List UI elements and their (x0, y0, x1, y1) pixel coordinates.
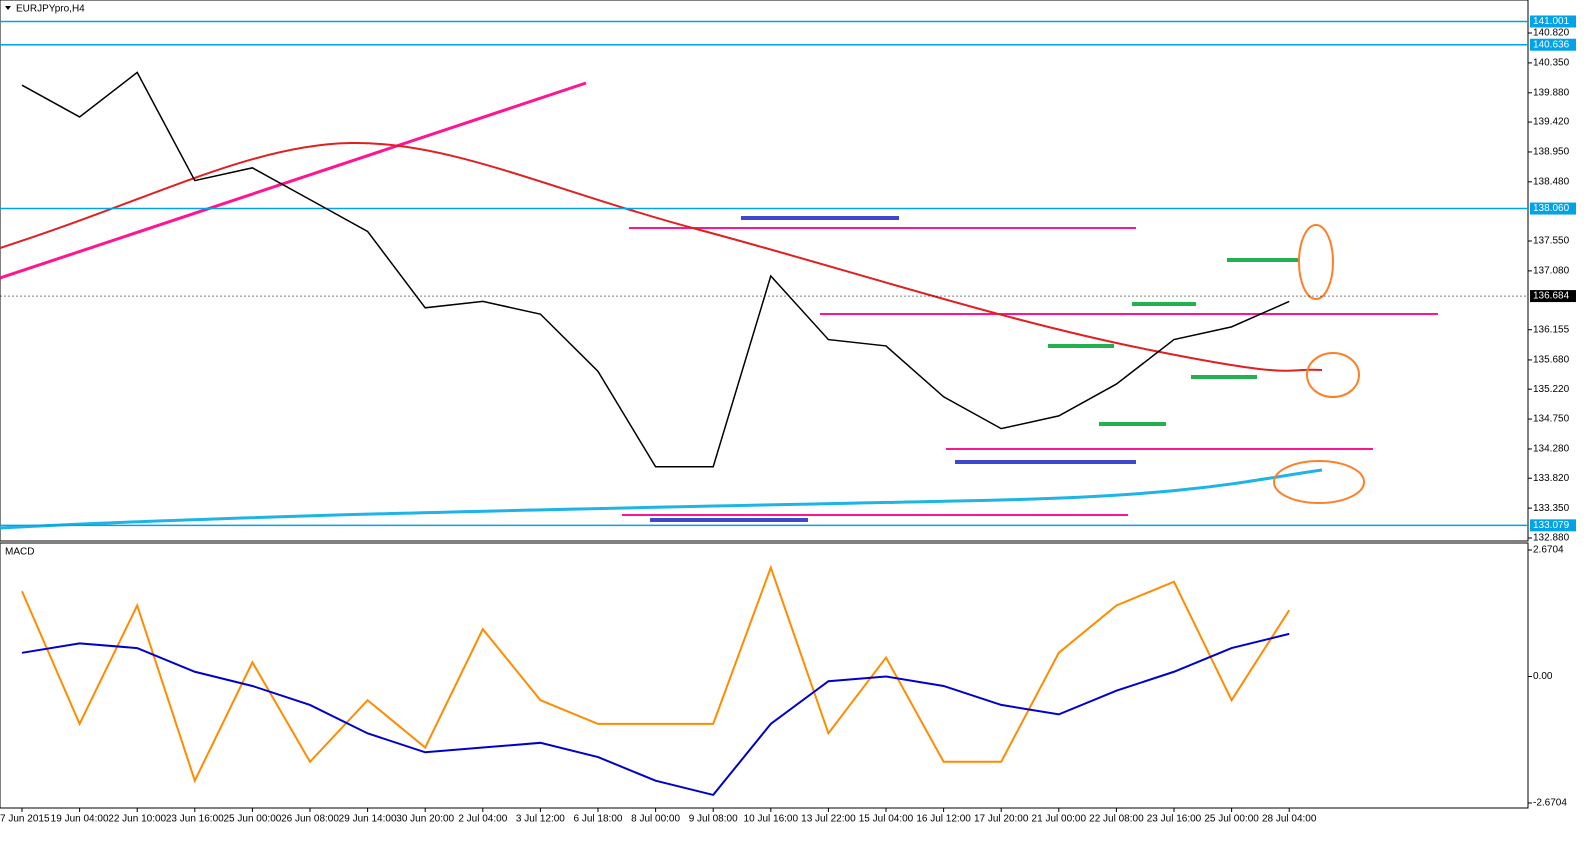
x-tick-label: 16 Jul 12:00 (916, 814, 971, 825)
menu-arrow[interactable] (5, 6, 11, 10)
y-tick-label: 140.820 (1533, 28, 1570, 39)
x-tick-label: 17 Jun 2015 (0, 814, 50, 825)
x-tick-label: 25 Jul 00:00 (1204, 814, 1259, 825)
x-tick-label: 22 Jul 08:00 (1089, 814, 1144, 825)
y-tick-label: 133.820 (1533, 473, 1570, 484)
price-tag-bg (1530, 38, 1576, 51)
y-tick-label: 137.550 (1533, 236, 1570, 247)
price-tag-bg (1530, 15, 1576, 28)
price-tag: 133.079 (1530, 519, 1576, 532)
x-tick-label: 28 Jul 04:00 (1262, 814, 1317, 825)
x-tick-label: 29 Jun 14:00 (339, 814, 397, 825)
y-tick-label: 139.420 (1533, 117, 1570, 128)
price-tag-label: 138.060 (1533, 203, 1570, 214)
x-tick-label: 30 Jun 20:00 (396, 814, 454, 825)
price-tag-bg (1530, 519, 1576, 532)
series-line (21, 564, 1291, 784)
y-tick-label: 135.680 (1533, 355, 1570, 366)
trend-line (0, 81, 587, 280)
y-tick-label: 2.6704 (1533, 545, 1564, 556)
moving-average (0, 141, 1323, 372)
price-tag-bg (1530, 202, 1576, 215)
price-tag: 138.060 (1530, 202, 1576, 215)
y-tick-label: 134.750 (1533, 414, 1570, 425)
highlight-circle (1306, 352, 1360, 398)
x-tick-label: 23 Jun 16:00 (166, 814, 224, 825)
x-tick-label: 13 Jul 22:00 (801, 814, 856, 825)
highlight-circle (1273, 460, 1365, 504)
x-tick-label: 6 Jul 18:00 (574, 814, 623, 825)
highlight-circle (1298, 224, 1334, 300)
x-tick-label: 22 Jun 10:00 (108, 814, 166, 825)
price-tag-label: 133.079 (1533, 520, 1570, 531)
y-tick-label: 139.880 (1533, 87, 1570, 98)
x-tick-label: 23 Jul 16:00 (1147, 814, 1202, 825)
y-tick-label: 132.880 (1533, 533, 1570, 544)
price-tag: 141.001 (1530, 15, 1576, 28)
price-tag-label: 141.001 (1533, 16, 1570, 27)
y-tick-label: 135.220 (1533, 384, 1570, 395)
x-tick-label: 10 Jul 16:00 (744, 814, 799, 825)
x-tick-label: 26 Jun 08:00 (281, 814, 339, 825)
y-tick-label: 140.350 (1533, 58, 1570, 69)
y-tick-label: 138.950 (1533, 147, 1570, 158)
y-tick-label: 0.00 (1533, 671, 1553, 682)
x-tick-label: 17 Jul 20:00 (974, 814, 1029, 825)
y-tick-label: 136.155 (1533, 324, 1570, 335)
x-tick-label: 25 Jun 00:00 (223, 814, 281, 825)
price-tag-label: 136.684 (1533, 291, 1570, 302)
chart-title: EURJPYpro,H4 (16, 4, 85, 15)
y-tick-label: -2.6704 (1533, 798, 1567, 809)
y-tick-label: 134.280 (1533, 444, 1570, 455)
x-tick-label: 3 Jul 12:00 (516, 814, 565, 825)
x-tick-label: 19 Jun 04:00 (51, 814, 109, 825)
drawings (0, 81, 1438, 530)
y-tick-label: 137.080 (1533, 266, 1570, 277)
price-tag: 136.684 (1530, 290, 1576, 303)
x-tick-label: 9 Jul 08:00 (689, 814, 738, 825)
x-tick-label: 8 Jul 00:00 (631, 814, 680, 825)
x-tick-label: 21 Jul 00:00 (1032, 814, 1087, 825)
price-tag-bg (1530, 290, 1576, 303)
x-tick-label: 15 Jul 04:00 (859, 814, 914, 825)
series-line (21, 71, 1290, 468)
series-line (21, 632, 1290, 797)
macd-title: MACD (5, 547, 34, 558)
y-tick-label: 133.350 (1533, 503, 1570, 514)
moving-average (0, 468, 1323, 530)
macd-frame (0, 542, 1529, 809)
x-tick-label: 2 Jul 04:00 (458, 814, 507, 825)
y-tick-label: 138.480 (1533, 176, 1570, 187)
price-tag-label: 140.636 (1533, 39, 1570, 50)
price-tag: 140.636 (1530, 38, 1576, 51)
